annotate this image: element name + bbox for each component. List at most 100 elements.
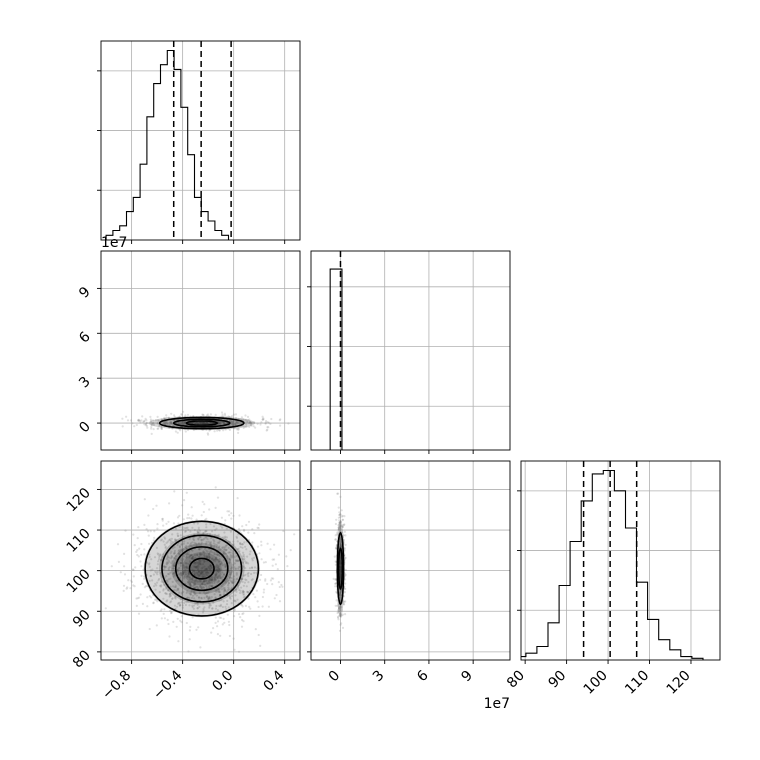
joint-param1-param2-point bbox=[129, 419, 133, 422]
joint-param1-param3-point bbox=[214, 529, 217, 532]
joint-param1-param3-point bbox=[239, 591, 242, 595]
joint-param1-param3-point bbox=[193, 586, 197, 589]
joint-param1-param3-point bbox=[207, 582, 210, 585]
joint-param1-param3-point bbox=[163, 583, 166, 587]
joint-param1-param3-point bbox=[183, 540, 186, 543]
joint-param1-param3-point bbox=[187, 528, 190, 531]
joint-param1-param3-point bbox=[203, 560, 206, 564]
joint-param1-param2-point bbox=[145, 422, 148, 425]
joint-param1-param3-point bbox=[232, 581, 235, 584]
joint-param1-param3-point bbox=[219, 605, 222, 608]
joint-param1-param3-point bbox=[189, 583, 192, 586]
joint-param1-param3-point bbox=[163, 543, 166, 546]
joint-param1-param2-point bbox=[262, 417, 265, 420]
joint-param1-param3-point bbox=[220, 616, 223, 620]
joint-param1-param3-point bbox=[217, 564, 220, 567]
joint-param2-param3-point bbox=[340, 520, 343, 523]
joint-param1-param3-point bbox=[186, 575, 189, 578]
joint-param1-param3-point bbox=[233, 566, 236, 569]
joint-param1-param3-point bbox=[201, 563, 205, 566]
joint-param2-param3-point bbox=[342, 534, 345, 537]
joint-param1-param3-point bbox=[135, 604, 138, 608]
joint-param1-param3-point bbox=[179, 574, 182, 577]
joint-param1-param2-point bbox=[234, 416, 238, 420]
joint-param1-param3-point bbox=[193, 522, 196, 525]
joint-param1-param2-point bbox=[279, 418, 282, 421]
joint-param1-param3-point bbox=[157, 579, 160, 582]
joint-param1-param3-point bbox=[224, 579, 227, 583]
joint-param1-param3-point bbox=[179, 562, 182, 565]
joint-param1-param3-point bbox=[196, 580, 199, 583]
joint-param1-param3-point bbox=[198, 580, 201, 583]
joint-param1-param3-point bbox=[232, 540, 235, 543]
joint-param1-param3-point bbox=[269, 548, 272, 551]
joint-param1-param3-point bbox=[150, 558, 153, 561]
joint-param1-param3-point bbox=[145, 528, 148, 531]
joint-param1-param3-point bbox=[152, 602, 155, 605]
joint-param1-param3-point bbox=[160, 558, 163, 561]
joint-param1-param3-point bbox=[211, 585, 214, 589]
joint-param1-param3-point bbox=[189, 593, 193, 596]
joint-param2-param3-point bbox=[344, 600, 347, 603]
joint-param1-param3-point bbox=[225, 607, 228, 611]
joint-param1-param3-point bbox=[210, 576, 214, 579]
joint-param2-param3-point bbox=[339, 615, 342, 618]
joint-param1-param3-point bbox=[185, 555, 188, 558]
joint-param1-param2-point bbox=[206, 413, 210, 416]
joint-param1-param3-point bbox=[182, 571, 186, 574]
joint-param1-param3-point bbox=[196, 530, 199, 533]
joint-param1-param3-point bbox=[273, 597, 276, 600]
joint-param1-param3-point bbox=[140, 542, 143, 546]
joint-param1-param2-point bbox=[224, 428, 227, 431]
joint-param1-param3-point bbox=[164, 587, 168, 590]
joint-param1-param3-point bbox=[200, 586, 203, 589]
joint-param1-param3-point bbox=[209, 542, 212, 545]
joint-param2-param3-point bbox=[339, 562, 342, 565]
joint-param1-param3-point bbox=[196, 553, 199, 557]
joint-param2-param3-point bbox=[338, 607, 341, 610]
joint-param1-param3-point bbox=[228, 595, 232, 598]
joint-param1-param3-point bbox=[191, 605, 194, 609]
joint-param1-param2-point bbox=[139, 421, 142, 424]
joint-param1-param3-point bbox=[137, 596, 141, 599]
joint-param1-param2-point bbox=[149, 421, 153, 424]
joint-param1-param3-point bbox=[184, 562, 187, 565]
joint-param2-param3-point bbox=[336, 609, 340, 612]
joint-param1-param2-point bbox=[214, 413, 217, 416]
joint-param1-param2-point bbox=[165, 420, 168, 423]
joint-param1-param3-point bbox=[181, 572, 185, 576]
joint-param1-param3-point bbox=[190, 545, 193, 548]
joint-param1-param3-point bbox=[160, 617, 163, 620]
joint-param1-param3-point bbox=[186, 596, 189, 599]
joint-param1-param3-point bbox=[226, 510, 229, 513]
joint-param2-param3-point bbox=[343, 530, 346, 533]
joint-param1-param3-point bbox=[199, 585, 202, 588]
joint-param1-param2-point bbox=[176, 431, 179, 434]
joint-param1-param3-point bbox=[213, 576, 216, 579]
joint-param1-param3-point bbox=[217, 579, 220, 583]
joint-param1-param3-point bbox=[186, 580, 189, 584]
joint-param1-param3-point bbox=[201, 575, 204, 578]
joint-param1-param3-point bbox=[210, 585, 213, 588]
joint-param1-param2-point bbox=[246, 415, 250, 418]
joint-param1-param3-point bbox=[187, 553, 190, 556]
joint-param1-param3-point bbox=[242, 592, 245, 596]
joint-param2-param3-point bbox=[336, 604, 339, 608]
joint-param1-param2-point bbox=[249, 420, 252, 424]
joint-param1-param3-point bbox=[178, 514, 181, 517]
joint-param1-param3-point bbox=[213, 580, 216, 583]
joint-param1-param3-point bbox=[206, 570, 209, 574]
joint-param1-param3-point bbox=[169, 539, 172, 543]
joint-param1-param3-point bbox=[230, 554, 233, 558]
joint-param2-param3-point bbox=[337, 516, 340, 519]
joint-param1-param3-point bbox=[166, 618, 169, 622]
joint-param1-param3-point bbox=[228, 514, 231, 517]
joint-param1-param3-point bbox=[191, 556, 194, 559]
joint-param1-param3-point bbox=[186, 517, 189, 520]
joint-param1-param2-point bbox=[143, 420, 146, 423]
joint-param1-param2-point bbox=[145, 424, 148, 427]
joint-param1-param3-point bbox=[211, 582, 214, 585]
joint-param1-param3-point bbox=[185, 556, 188, 559]
joint-param1-param2-point bbox=[195, 421, 198, 424]
joint-param1-param3-point bbox=[157, 558, 161, 561]
